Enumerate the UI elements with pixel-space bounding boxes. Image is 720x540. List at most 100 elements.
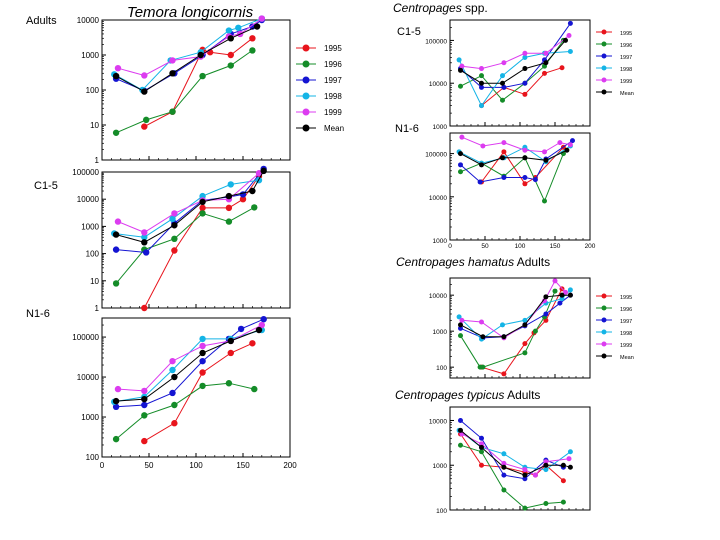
x-tick-label: 150 bbox=[550, 243, 561, 250]
data-point bbox=[458, 417, 463, 423]
data-point bbox=[171, 222, 178, 229]
data-point bbox=[522, 322, 528, 328]
data-point bbox=[458, 83, 463, 89]
data-point bbox=[112, 397, 120, 405]
series-1999 bbox=[459, 431, 572, 478]
series-line bbox=[460, 290, 556, 368]
data-point bbox=[559, 65, 565, 71]
data-point bbox=[171, 420, 178, 427]
panel-title: C1-5 bbox=[34, 180, 58, 192]
series-Mean bbox=[458, 37, 568, 86]
legend-marker bbox=[302, 124, 310, 132]
data-point bbox=[477, 179, 483, 185]
data-point bbox=[141, 239, 148, 246]
legend-marker bbox=[302, 76, 310, 84]
data-point bbox=[169, 70, 176, 77]
data-point bbox=[542, 298, 547, 304]
section-species: Centropages typicus bbox=[395, 388, 504, 402]
data-point bbox=[225, 204, 233, 212]
data-point bbox=[560, 499, 566, 505]
data-point bbox=[260, 167, 267, 175]
y-tick-label: 10000 bbox=[429, 195, 447, 202]
legend-label: 1997 bbox=[620, 319, 632, 325]
data-point bbox=[458, 427, 463, 433]
data-point bbox=[458, 325, 463, 331]
legend-marker bbox=[302, 108, 310, 116]
data-point bbox=[479, 319, 484, 325]
data-point bbox=[501, 174, 507, 180]
series-line bbox=[458, 51, 571, 107]
series-line bbox=[481, 146, 564, 185]
data-point bbox=[501, 460, 507, 466]
series-1998 bbox=[111, 15, 265, 94]
data-point bbox=[199, 72, 206, 80]
data-point bbox=[501, 487, 507, 493]
data-point bbox=[543, 462, 549, 468]
legend-marker bbox=[601, 89, 607, 95]
data-point bbox=[169, 215, 176, 223]
chart-centropages-n16: N1-6 1000 10000 100000 0 50 100 150 200 bbox=[395, 123, 596, 250]
series-1997 bbox=[112, 165, 267, 256]
data-point bbox=[479, 449, 484, 455]
chart-temora-n16: N1-6 100 1000 10000 100000 0 50 100 150 200 bbox=[26, 308, 297, 470]
series-Mean bbox=[112, 326, 263, 405]
y-tick-label: 10 bbox=[90, 121, 99, 130]
x-tick-label: 0 bbox=[448, 243, 452, 250]
data-point bbox=[500, 155, 505, 161]
x-tick-label: 100 bbox=[515, 243, 526, 250]
data-point bbox=[225, 192, 233, 200]
data-point bbox=[501, 140, 507, 146]
data-point bbox=[141, 72, 148, 79]
data-point bbox=[199, 369, 206, 376]
y-tick-label: 10000 bbox=[429, 81, 447, 88]
legend: 1995 1996 1997 1998 1999 Mean bbox=[296, 44, 344, 133]
data-point bbox=[552, 278, 558, 284]
data-point bbox=[199, 198, 206, 206]
data-point bbox=[501, 149, 507, 155]
data-point bbox=[501, 334, 507, 340]
series-Mean bbox=[458, 427, 573, 478]
data-point bbox=[260, 315, 267, 323]
data-point bbox=[567, 142, 573, 148]
y-tick-label: 1000 bbox=[433, 329, 448, 336]
data-point bbox=[141, 123, 148, 130]
series-line bbox=[117, 324, 263, 392]
data-point bbox=[227, 337, 234, 345]
data-point bbox=[552, 288, 558, 294]
panel-title: N1-6 bbox=[26, 308, 50, 320]
data-point bbox=[543, 294, 549, 300]
data-point bbox=[112, 231, 120, 238]
legend-marker bbox=[601, 53, 607, 59]
data-point bbox=[567, 464, 573, 470]
data-point bbox=[532, 328, 538, 334]
legend-label: 1996 bbox=[620, 43, 632, 49]
series-line bbox=[115, 49, 253, 134]
y-tick-label: 100000 bbox=[425, 152, 447, 159]
data-point bbox=[225, 380, 233, 387]
series-Mean bbox=[458, 292, 573, 340]
y-tick-label: 100 bbox=[86, 453, 100, 462]
plot-frame bbox=[101, 19, 291, 161]
y-tick-label: 100 bbox=[86, 250, 100, 259]
y-tick-label: 1 bbox=[95, 156, 100, 165]
data-point bbox=[479, 162, 484, 168]
y-tick-label: 10000 bbox=[77, 373, 100, 382]
series-1999 bbox=[114, 321, 265, 395]
series-1999 bbox=[459, 134, 573, 155]
x-tick-label: 100 bbox=[189, 461, 203, 470]
data-point bbox=[169, 108, 176, 115]
legend-marker bbox=[601, 353, 607, 359]
legend-marker bbox=[601, 29, 607, 35]
data-point bbox=[227, 62, 234, 69]
data-point bbox=[141, 234, 148, 241]
data-point bbox=[114, 385, 122, 393]
series-line bbox=[460, 153, 564, 203]
legend-marker bbox=[302, 44, 310, 52]
data-point bbox=[479, 435, 484, 441]
series-line bbox=[481, 67, 563, 106]
data-point bbox=[522, 350, 528, 356]
data-point bbox=[522, 147, 528, 153]
chart-panels: Adults1101001000100001995199619971998199… bbox=[26, 15, 634, 515]
legend-marker bbox=[601, 329, 607, 335]
